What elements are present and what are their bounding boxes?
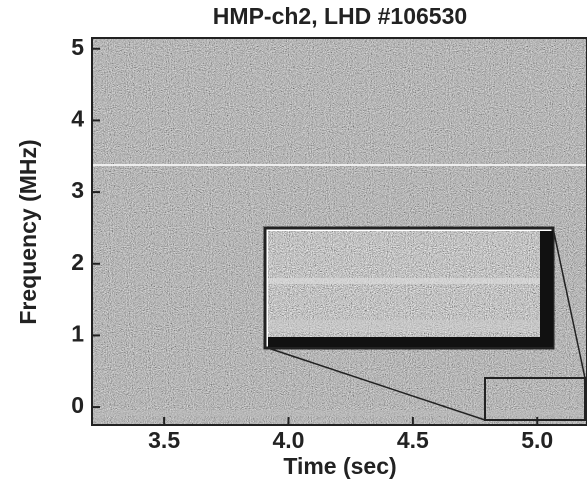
inset-feature <box>268 278 540 284</box>
zoom-connector <box>264 346 486 421</box>
plot-area <box>92 38 587 425</box>
inset-bottom-bar <box>268 337 553 347</box>
y-tick-label: 0 <box>71 392 84 418</box>
y-tick-label: 1 <box>71 320 84 346</box>
plot-frame <box>91 37 587 426</box>
zoom-connector <box>552 227 586 379</box>
y-tick-label: 2 <box>71 249 84 275</box>
x-tick-label: 4.0 <box>273 427 305 453</box>
inset-feature <box>268 320 540 332</box>
zoom-box <box>484 377 586 421</box>
x-axis-label: Time (sec) <box>283 453 396 479</box>
y-tick-label: 5 <box>71 34 84 60</box>
chart-title: HMP-ch2, LHD #106530 <box>213 3 467 29</box>
y-tick-label: 3 <box>71 177 84 203</box>
low-frequency-band <box>92 410 587 416</box>
x-tick-label: 4.5 <box>397 427 429 453</box>
y-tick-label: 4 <box>71 105 84 131</box>
inset-side-bar <box>540 231 553 337</box>
x-tick-label: 3.5 <box>148 427 180 453</box>
x-tick-label: 5.0 <box>521 427 553 453</box>
y-axis-label: Frequency (MHz) <box>15 139 41 324</box>
